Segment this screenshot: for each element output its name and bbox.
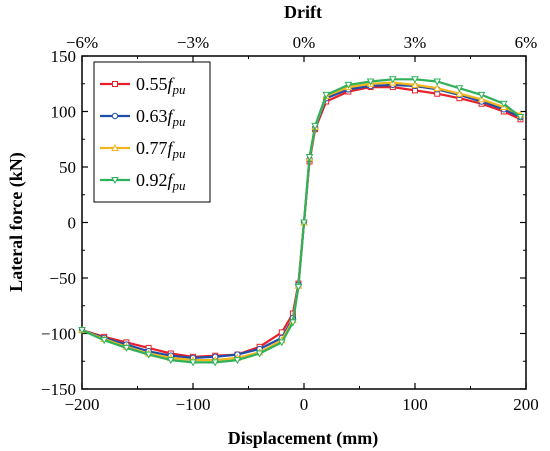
x-axis-title: Displacement (mm): [228, 428, 378, 449]
top-tick-label: 3%: [404, 33, 427, 52]
data-point: [289, 319, 297, 327]
y-tick-label: 0: [68, 214, 77, 233]
data-point: [455, 85, 464, 93]
data-point: [311, 122, 319, 130]
x-tick-label: 200: [513, 395, 539, 414]
legend-label-1: 0.63fpu: [136, 106, 186, 129]
top-tick-label: −3%: [177, 33, 209, 52]
data-point: [455, 89, 464, 97]
legend-marker: [111, 112, 119, 120]
data-point: [233, 357, 242, 365]
data-point: [300, 219, 308, 227]
data-point: [144, 351, 153, 359]
data-point: [277, 339, 286, 347]
legend-marker: [111, 177, 119, 185]
data-point: [189, 359, 197, 367]
data-point: [78, 327, 86, 335]
top-axis-title: Drift: [284, 2, 322, 22]
data-point: [100, 337, 109, 345]
data-point: [411, 76, 419, 84]
legend-label-3: 0.92fpu: [136, 170, 186, 193]
top-tick-label: 0%: [293, 33, 316, 52]
data-point: [211, 359, 220, 367]
data-point: [411, 80, 419, 88]
data-point: [499, 100, 508, 108]
legend-label-2: 0.77fpu: [136, 138, 186, 161]
data-point: [433, 78, 442, 86]
y-axis-title: Lateral force (kN): [6, 152, 27, 292]
y-tick-label: 50: [59, 158, 76, 177]
x-tick-label: −200: [64, 395, 99, 414]
data-point: [388, 76, 397, 84]
x-tick-label: 0: [300, 395, 309, 414]
data-point: [322, 91, 331, 99]
data-point: [366, 78, 375, 86]
data-point: [433, 84, 442, 92]
data-point: [305, 154, 314, 162]
legend-marker: [111, 143, 119, 151]
y-tick-label: −50: [49, 269, 76, 288]
y-tick-label: −150: [41, 380, 76, 399]
legend-marker: [112, 81, 118, 87]
data-point: [344, 81, 353, 89]
data-point: [166, 357, 175, 365]
y-tick-label: 100: [51, 103, 77, 122]
top-tick-label: −6%: [66, 33, 98, 52]
x-tick-label: 100: [402, 395, 428, 414]
legend-label-0: 0.55fpu: [136, 74, 186, 97]
data-point: [255, 350, 264, 358]
data-point: [122, 344, 131, 352]
y-tick-label: 150: [51, 47, 77, 66]
x-tick-label: −100: [175, 395, 210, 414]
y-tick-label: −100: [41, 325, 76, 344]
data-point: [477, 91, 486, 99]
data-point: [477, 95, 486, 103]
top-tick-label: 6%: [515, 33, 538, 52]
data-point: [516, 114, 525, 122]
data-point: [294, 283, 303, 291]
